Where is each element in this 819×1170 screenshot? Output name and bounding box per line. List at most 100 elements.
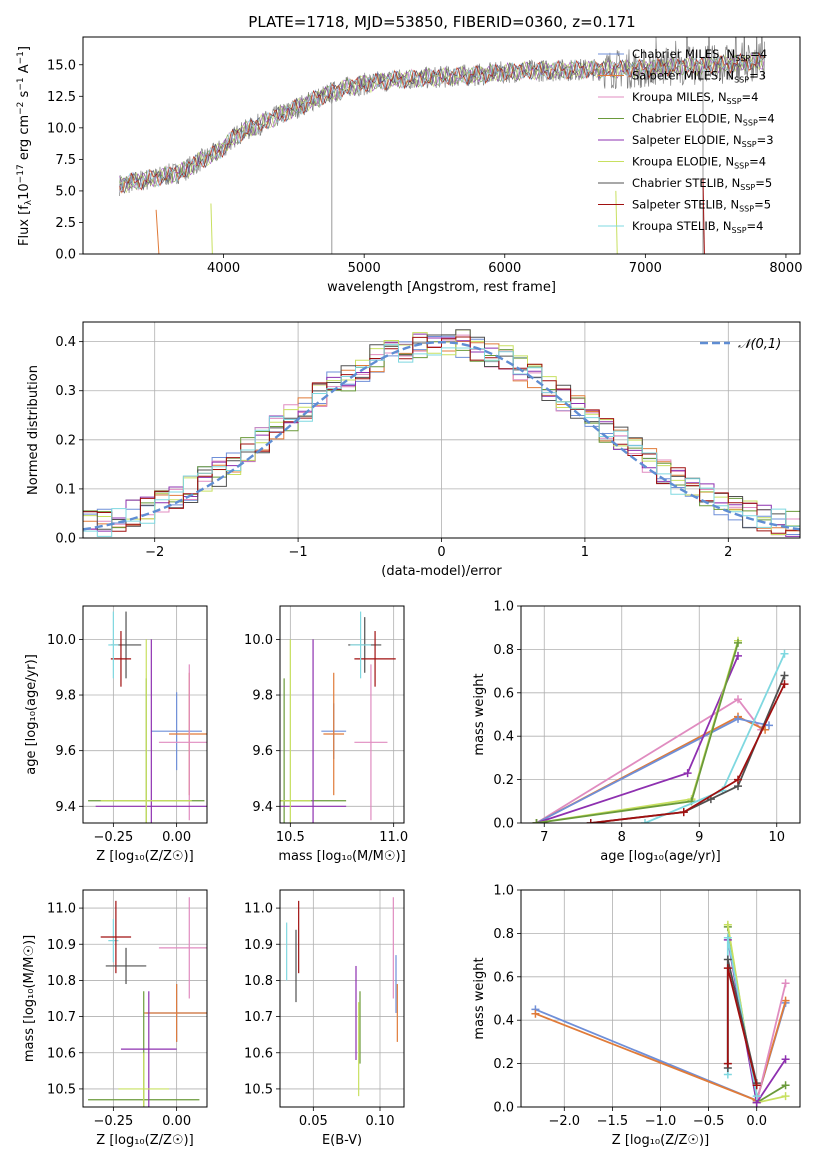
spectrum-plot-area xyxy=(119,37,765,254)
weight_vs_Z-series-marker xyxy=(723,933,732,942)
mass_vs_ebv-ytick-label: 10.7 xyxy=(244,1010,273,1025)
weight_vs_age-series-marker xyxy=(683,769,692,778)
weight_vs_age-ytick-label: 0.0 xyxy=(493,817,514,832)
weight_vs_age-series-marker xyxy=(734,651,742,660)
spectrum-legend-entry: Salpeter STELIB, NSSP=5 xyxy=(632,198,771,214)
chart-layer: 4000 5000 6000 7000 80000.02.55.07.510.012.5… xyxy=(16,36,802,1148)
age_vs_Z-xtick-label: 0.00 xyxy=(162,830,191,845)
mass_vs_ebv-ytick-label: 10.5 xyxy=(244,1082,273,1097)
weight_vs_age-xtick-label: 10 xyxy=(768,830,785,845)
age_vs_Z-ytick-label: 9.6 xyxy=(55,744,76,759)
weight_vs_Z-series-marker xyxy=(781,979,790,988)
weight_vs_Z-series-marker xyxy=(781,996,790,1005)
age_vs_Z-axes: −0.25 0.00 9.4 9.6 9.8 10.0 Z [log₁₀(Z/Z☉)] age… xyxy=(24,605,208,864)
age_vs_mass-ytick-label: 9.6 xyxy=(252,744,273,759)
mass_vs_ebv-xtick-label: 0.05 xyxy=(299,1114,328,1129)
age_vs_mass-plot-area xyxy=(280,611,396,823)
residuals-xtick-label: 1 xyxy=(581,545,589,560)
mass_vs_ebv-axes: 0.05 0.10 10.5 10.6 10.7 10.8 10.9 11.0 E(B-V) xyxy=(244,889,405,1148)
age_vs_mass-ytick-label: 9.8 xyxy=(252,689,273,704)
residuals-xtick-label: −2 xyxy=(145,545,164,560)
mass_vs_Z-ytick-label: 10.8 xyxy=(47,974,76,989)
weight_vs_Z-ylabel: mass weight xyxy=(472,957,487,1039)
weight_vs_Z-xlabel: Z [log₁₀(Z/Z☉)] xyxy=(612,1133,709,1148)
mass_vs_Z-ytick-label: 10.9 xyxy=(47,938,76,953)
age_vs_mass-ytick-label: 9.4 xyxy=(252,800,273,815)
weight_vs_Z-xtick-label: −2.0 xyxy=(549,1114,581,1129)
spectrum-model-dropout xyxy=(210,203,213,254)
weight_vs_age-series-marker xyxy=(780,671,789,680)
age_vs_Z-ytick-label: 10.0 xyxy=(47,633,76,648)
residuals-ytick-label: 0.4 xyxy=(55,335,76,350)
weight_vs_age-series-marker xyxy=(734,714,742,723)
weight_vs_Z-series-marker xyxy=(531,1009,540,1018)
spectrum-ytick-label: 2.5 xyxy=(55,216,76,231)
spectrum-legend-entry: Kroupa MILES, NSSP=4 xyxy=(632,90,758,106)
spectrum-xtick-label: 5000 xyxy=(348,261,381,276)
spectrum-xlabel: wavelength [Angstrom, rest frame] xyxy=(327,280,556,295)
spectrum-axes: 4000 5000 6000 7000 8000 0.0 2.5 5.0 7.5 10.0 12.5… xyxy=(47,36,802,295)
weight_vs_age-series-marker xyxy=(780,680,789,689)
weight_vs_Z-frame xyxy=(520,889,801,1108)
spectrum-legend: Chabrier MILES, NSSP=4 Salpeter MILES, NS… xyxy=(598,47,775,235)
residual-histogram xyxy=(83,329,800,530)
age_vs_Z-ytick-label: 9.8 xyxy=(55,689,76,704)
spectrum-model-dropout xyxy=(155,209,160,254)
spectrum-ytick-label: 0.0 xyxy=(55,248,76,263)
mass_vs_ebv-ytick-label: 11.0 xyxy=(244,902,273,917)
residuals-xtick-label: 2 xyxy=(724,545,732,560)
age_vs_Z-frame xyxy=(82,605,208,824)
spectrum-legend-entry: Chabrier ELODIE, NSSP=4 xyxy=(632,112,775,128)
weight_vs_Z-series-line xyxy=(726,967,758,1086)
age_vs_Z-xlabel: Z [log₁₀(Z/Z☉)] xyxy=(96,849,193,864)
mass_vs_Z-ytick-label: 11.0 xyxy=(47,902,76,917)
residuals-ylabel: Normed distribution xyxy=(26,365,41,495)
residuals-ytick-label: 0.2 xyxy=(55,433,76,448)
spectrum-ytick-label: 15.0 xyxy=(47,58,76,73)
spectrum-model-line xyxy=(119,52,765,193)
residual-histogram xyxy=(83,344,800,537)
normal-curve xyxy=(83,340,800,531)
spectrum-legend-entry: Kroupa ELODIE, NSSP=4 xyxy=(632,155,766,171)
spectrum-ylabel: Flux [fλ10−17 erg cm−2 s−1 A−1] xyxy=(16,46,34,246)
weight_vs_age-ytick-label: 0.8 xyxy=(493,643,514,658)
age_vs_mass-frame xyxy=(279,605,405,824)
weight_vs_Z-series-marker xyxy=(781,1092,790,1101)
weight_vs_age-series-marker xyxy=(734,638,742,647)
age_vs_mass-xlabel: mass [log₁₀(M/M☉)] xyxy=(278,849,405,864)
weight_vs_Z-series-marker xyxy=(723,964,732,973)
spectrum-legend-entry: Salpeter ELODIE, NSSP=3 xyxy=(632,133,774,149)
weight_vs_age-plot-area xyxy=(532,636,789,823)
spectrum-ytick-label: 12.5 xyxy=(47,90,76,105)
weight_vs_Z-ytick-label: 1.0 xyxy=(493,884,514,899)
weight_vs_age-axes: 7 8 9 10 0.0 0.2 0.4 0.6 0.8 1.0 age [log₁₀(age/yr… xyxy=(472,600,801,864)
spectrum-model-dropout xyxy=(615,190,618,254)
weight_vs_age-frame xyxy=(520,605,801,824)
weight_vs_age-series-marker xyxy=(641,819,649,823)
age_vs_Z-xtick-label: −0.25 xyxy=(93,830,133,845)
weight_vs_Z-series-marker xyxy=(723,920,732,929)
weight_vs_age-xtick-label: 9 xyxy=(695,830,703,845)
spectrum-xtick-label: 7000 xyxy=(629,261,662,276)
mass_vs_ebv-ytick-label: 10.9 xyxy=(244,938,273,953)
weight_vs_age-ytick-label: 0.4 xyxy=(493,730,514,745)
mass_vs_Z-xlabel: Z [log₁₀(Z/Z☉)] xyxy=(96,1133,193,1148)
residuals-xtick-label: −1 xyxy=(289,545,308,560)
spectrum-model-line xyxy=(119,53,765,194)
residuals-xlabel: (data-model)/error xyxy=(381,564,502,579)
age_vs_mass-xtick-label: 10.5 xyxy=(276,830,305,845)
weight_vs_age-series-marker xyxy=(679,808,688,817)
mass_vs_Z-ytick-label: 10.5 xyxy=(47,1082,76,1097)
weight_vs_Z-ytick-label: 0.4 xyxy=(493,1014,514,1029)
spectrum-legend-entry: Kroupa STELIB, NSSP=4 xyxy=(632,219,763,235)
weight_vs_age-series-marker xyxy=(734,695,742,704)
weight_vs_Z-xtick-label: −1.0 xyxy=(645,1114,677,1129)
age_vs_mass-ytick-label: 10.0 xyxy=(244,633,273,648)
residuals-axes: −2 −1 0 1 2 0.0 0.1 0.2 0.3 0.4 (data-model)/error… xyxy=(26,321,801,579)
weight_vs_age-series-marker xyxy=(780,649,789,658)
weight_vs_Z-plot-area xyxy=(531,920,790,1107)
weight_vs_Z-series-marker xyxy=(723,955,732,964)
spectrum-ytick-label: 5.0 xyxy=(55,184,76,199)
mass_vs_Z-ytick-label: 10.6 xyxy=(47,1046,76,1061)
